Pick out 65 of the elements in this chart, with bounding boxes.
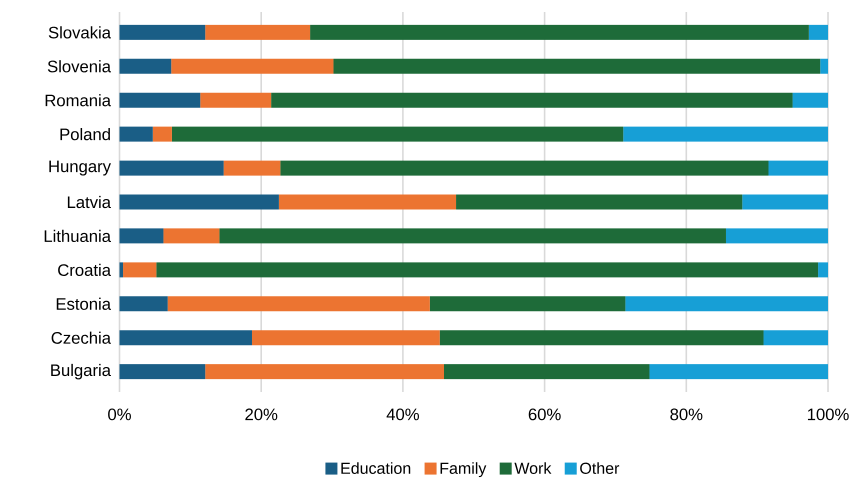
bar	[120, 24, 206, 40]
bar	[120, 194, 279, 210]
bar	[152, 126, 172, 142]
bar	[625, 296, 828, 312]
y-tick-label: Slovenia	[48, 60, 111, 72]
bar	[742, 194, 828, 210]
bar	[310, 24, 809, 40]
bar	[430, 296, 626, 312]
bar	[120, 58, 172, 74]
x-tick-label: 0%	[108, 408, 131, 420]
bar	[440, 330, 764, 346]
bar	[120, 296, 168, 312]
y-tick-label: Hungary	[49, 160, 111, 176]
bar	[120, 126, 153, 142]
y-tick-label: Poland	[60, 128, 110, 140]
legend-label: Family	[440, 462, 486, 478]
y-tick-label: Romania	[46, 94, 111, 106]
bar	[820, 58, 828, 74]
bar	[649, 364, 828, 380]
bar	[120, 160, 224, 176]
bar	[252, 330, 440, 346]
bar	[168, 296, 430, 312]
x-tick-label: 60%	[528, 408, 561, 420]
bar	[172, 126, 624, 142]
bar	[120, 262, 124, 278]
bar	[764, 330, 828, 346]
y-tick-label: Lithuania	[44, 230, 111, 242]
bar	[808, 24, 828, 40]
bar	[120, 330, 252, 346]
bar	[219, 228, 726, 244]
bar	[120, 228, 164, 244]
bar	[123, 262, 156, 278]
bar	[163, 228, 220, 244]
y-tick-label: Estonia	[56, 298, 111, 310]
bar	[768, 160, 828, 176]
x-tick-label: 40%	[386, 408, 419, 420]
y-tick-label: Bulgaria	[51, 364, 111, 380]
y-tick-label: Slovakia	[48, 26, 111, 38]
bar	[271, 92, 793, 108]
bar	[205, 364, 444, 380]
bar	[818, 262, 828, 278]
bar	[156, 262, 818, 278]
y-tick-label: Czechia	[52, 332, 111, 344]
legend-label: Education	[341, 462, 410, 474]
y-tick-label: Croatia	[58, 264, 111, 276]
bar	[200, 92, 272, 108]
bar	[120, 364, 206, 380]
bar	[333, 58, 820, 74]
x-tick-label: 20%	[245, 408, 278, 420]
bar	[171, 58, 334, 74]
bar	[224, 160, 280, 176]
legend-label: Other	[580, 462, 620, 474]
bar	[205, 24, 310, 40]
bar	[278, 194, 456, 210]
bar	[792, 92, 828, 108]
bar	[726, 228, 828, 244]
x-tick-label: 100%	[808, 408, 849, 420]
bar	[120, 92, 200, 108]
bar	[444, 364, 650, 380]
bar	[623, 126, 828, 142]
bar	[456, 194, 742, 210]
legend-label: Work	[514, 462, 552, 474]
y-tick-label: Latvia	[68, 196, 111, 208]
bar	[280, 160, 768, 176]
x-tick-label: 80%	[670, 408, 702, 420]
